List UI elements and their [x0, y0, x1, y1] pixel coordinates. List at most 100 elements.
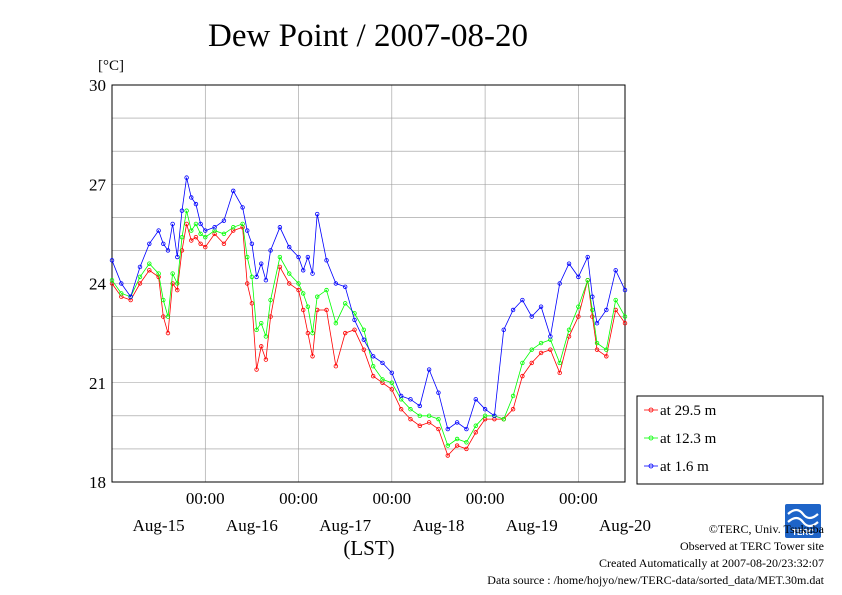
credit-created: Created Automatically at 2007-08-20/23:3…	[599, 556, 824, 570]
data-point	[156, 228, 161, 233]
data-point	[352, 327, 357, 333]
data-point	[119, 281, 124, 286]
data-point	[165, 330, 171, 336]
data-point	[147, 241, 152, 246]
data-point	[520, 297, 525, 303]
data-point	[342, 284, 348, 290]
data-point	[179, 234, 185, 240]
data-point	[520, 373, 525, 379]
data-point	[342, 301, 348, 306]
credit-source: Data source : /home/hojyo/new/TERC-data/…	[487, 573, 824, 587]
data-series	[109, 175, 628, 458]
data-point	[315, 211, 320, 217]
data-point	[305, 304, 311, 309]
data-point	[193, 221, 199, 227]
data-point	[310, 271, 315, 276]
x-time-tick-label: 00:00	[279, 489, 318, 508]
data-point	[198, 231, 203, 237]
data-point	[310, 330, 315, 336]
data-point	[170, 281, 175, 286]
data-point	[109, 277, 115, 283]
data-point	[464, 440, 469, 445]
data-point	[184, 208, 189, 213]
x-time-tick-label: 00:00	[559, 489, 598, 508]
data-point	[445, 426, 450, 432]
data-point	[296, 281, 301, 286]
data-point	[156, 271, 161, 276]
data-point	[454, 420, 460, 425]
series-2	[109, 175, 628, 432]
terc-logo: TERC	[785, 504, 821, 538]
data-point	[566, 327, 572, 333]
y-tick-label: 21	[89, 374, 106, 393]
data-point	[189, 228, 194, 233]
legend-item: at 1.6 m	[644, 459, 709, 475]
data-point	[310, 354, 315, 359]
data-point	[566, 261, 572, 266]
data-point	[529, 314, 534, 319]
data-point	[492, 413, 497, 419]
data-point	[268, 297, 273, 303]
data-point	[184, 175, 189, 180]
data-point	[161, 297, 166, 303]
data-point	[464, 426, 469, 432]
data-point	[165, 248, 171, 253]
data-point	[165, 314, 171, 319]
data-point	[445, 443, 450, 448]
y-tick-label: 24	[89, 275, 107, 294]
data-point	[454, 443, 460, 448]
data-point	[305, 330, 311, 336]
data-point	[254, 367, 259, 372]
data-point	[389, 387, 395, 392]
data-point	[245, 281, 250, 286]
data-point	[370, 354, 376, 359]
legend-item: at 12.3 m	[644, 431, 717, 447]
data-point	[342, 330, 348, 336]
legend-label: at 12.3 m	[660, 431, 717, 447]
data-point	[179, 248, 185, 253]
data-point	[203, 234, 208, 240]
data-point	[482, 413, 488, 419]
data-point	[613, 268, 618, 273]
data-point	[324, 258, 329, 263]
data-point	[473, 430, 478, 435]
data-point	[501, 416, 506, 422]
series-line	[111, 177, 626, 430]
legend: at 29.5 m at 12.3 m at 1.6 m	[636, 395, 824, 485]
data-point	[445, 453, 450, 458]
data-point	[370, 373, 376, 379]
legend-box	[636, 395, 824, 485]
data-point	[175, 287, 180, 293]
data-point	[361, 327, 367, 333]
data-point	[538, 340, 544, 346]
data-point	[137, 281, 143, 286]
data-point	[259, 321, 264, 326]
data-point	[557, 370, 562, 376]
data-point	[240, 205, 245, 210]
x-date-label: Aug-20	[599, 516, 651, 535]
data-point	[296, 254, 301, 260]
x-date-label: Aug-15	[133, 516, 185, 535]
data-point	[277, 254, 283, 260]
data-point	[231, 188, 236, 194]
logo-text: TERC	[792, 528, 814, 537]
data-point	[263, 357, 269, 362]
legend-item: at 29.5 m	[644, 403, 717, 419]
x-axis-label: (LST)	[343, 536, 394, 560]
x-time-tick-label: 00:00	[466, 489, 505, 508]
data-point	[259, 261, 264, 266]
data-point	[324, 287, 329, 293]
data-point	[119, 291, 124, 296]
data-point	[179, 208, 185, 213]
data-point	[287, 281, 292, 286]
data-point	[482, 407, 488, 412]
data-point	[305, 254, 311, 260]
data-point	[590, 314, 595, 319]
data-point	[426, 367, 432, 372]
data-point	[352, 317, 357, 323]
data-point	[576, 304, 581, 309]
data-point	[436, 416, 441, 422]
data-point	[436, 426, 441, 432]
data-point	[137, 274, 143, 280]
